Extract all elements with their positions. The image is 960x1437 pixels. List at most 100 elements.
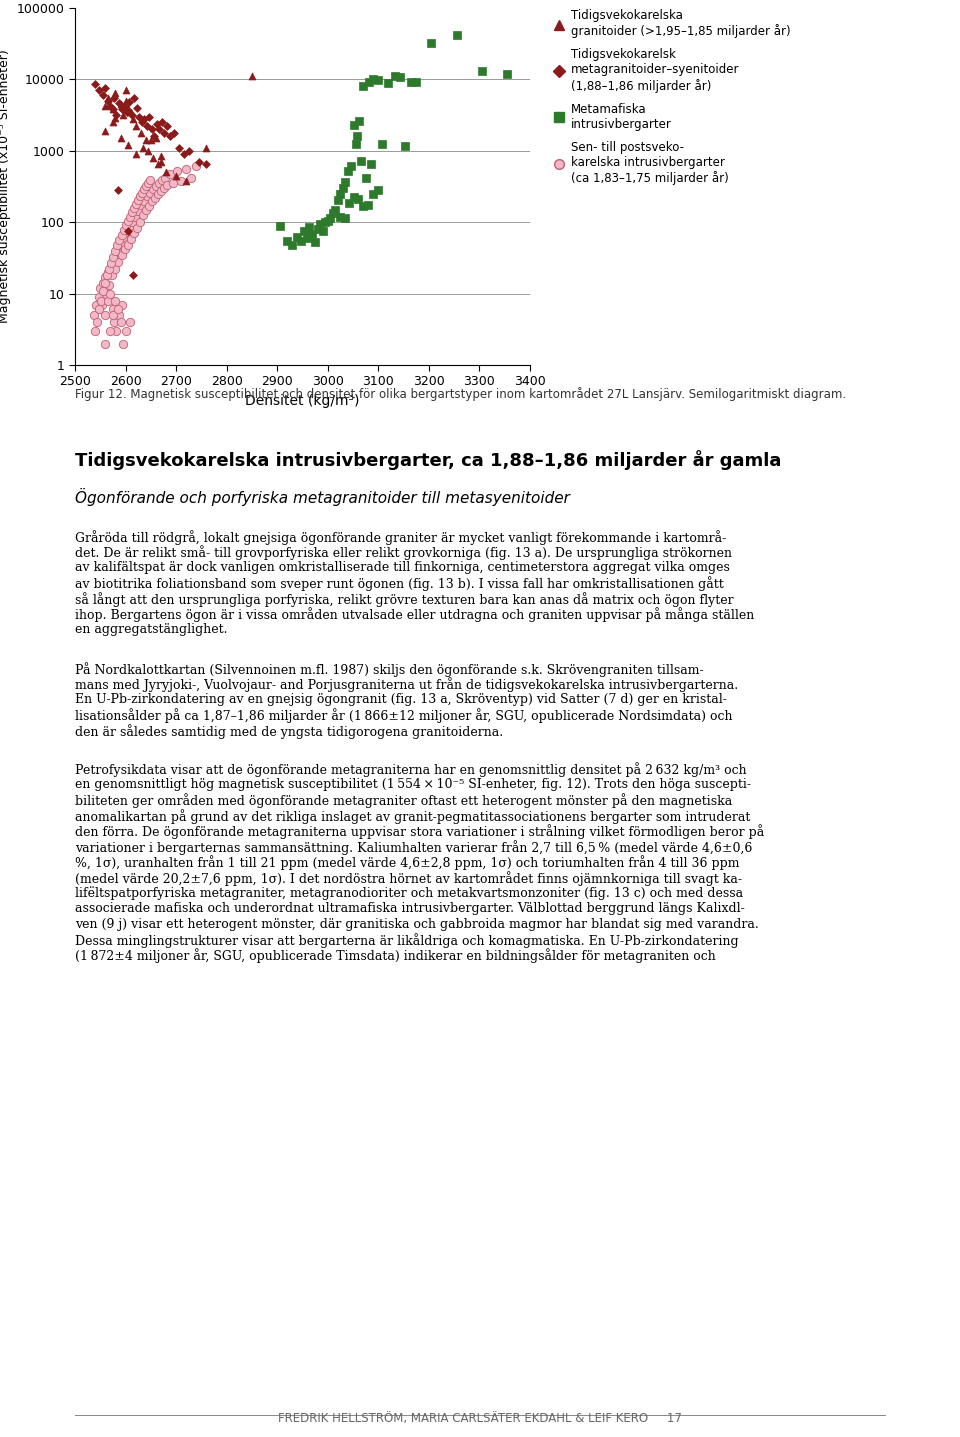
Point [318,211,333,234]
Point [118,221,133,244]
Point [126,264,141,287]
Point [381,72,396,95]
Point [423,32,439,55]
Point [294,230,309,253]
Point [100,89,115,112]
Text: den är således samtidig med de yngsta tidigorogena granitoiderna.: den är således samtidig med de yngsta ti… [75,724,503,739]
Point [151,152,166,175]
Point [108,103,124,126]
Point [351,109,367,132]
Point [98,119,113,142]
Point [96,272,111,295]
Point [158,161,174,184]
Point [125,103,140,126]
Point [355,75,371,98]
Point [126,108,141,131]
Point [130,188,145,211]
Point [409,70,424,93]
Point [135,137,151,160]
Text: Gråröda till rödgrå, lokalt gnejsiga ögonförande graniter är mycket vanligt före: Gråröda till rödgrå, lokalt gnejsiga ögo… [75,530,727,545]
Point [98,332,113,355]
Point [349,125,365,148]
Point [403,70,419,93]
Point [128,142,143,165]
Point [110,297,126,320]
Point [325,201,341,224]
Point [340,160,355,182]
Point [139,185,155,208]
Point [162,125,178,148]
Point [108,106,123,129]
Point [105,264,120,287]
Point [199,152,214,175]
Point [149,175,164,198]
Text: variationer i bergarternas sammansättning. Kaliumhalten varierar från 2,7 till 6: variationer i bergarternas sammansättnin… [75,841,753,855]
Point [396,135,412,158]
Point [139,115,155,138]
Point [108,257,123,280]
Point [327,198,343,221]
Point [111,92,127,115]
Point [99,282,114,305]
Point [103,95,118,118]
Point [285,233,300,256]
Point [148,126,163,149]
Point [138,129,154,152]
Point [272,214,287,237]
Point [146,178,161,201]
Point [129,96,144,119]
Y-axis label: Magnetisk susceptibilitet (x10⁻⁵ SI-enheter): Magnetisk susceptibilitet (x10⁻⁵ SI-enhe… [0,50,12,323]
Point [106,111,121,134]
Point [100,86,115,109]
Point [244,65,259,88]
Point [301,216,317,239]
Point [132,185,148,208]
Point [118,319,133,342]
Point [143,181,158,204]
Point [115,226,131,249]
Point [106,246,121,269]
Text: en genomsnittligt hög magnetisk susceptibilitet (1 554 × 10⁻⁵ SI-enheter, fig. 1: en genomsnittligt hög magnetisk suscepti… [75,777,751,790]
Point [142,105,157,128]
Point [315,220,330,243]
Point [107,249,122,272]
Point [152,118,167,141]
Text: ven (9 j) visar ett heterogent mönster, där granitiska och gabbroida magmor har : ven (9 j) visar ett heterogent mönster, … [75,917,758,931]
Point [136,108,152,131]
Point [133,121,149,144]
Point [155,111,170,134]
Point [109,233,125,256]
Point [132,211,148,234]
Point [91,286,107,309]
Point [155,168,170,191]
Point [119,101,134,124]
Point [183,167,199,190]
Point [98,76,113,99]
Text: av biotitrika foliationsband som sveper runt ögonen (fig. 13 b). I vissa fall ha: av biotitrika foliationsband som sveper … [75,576,724,592]
Point [113,126,129,149]
Point [131,200,146,223]
Point [126,197,141,220]
Point [110,178,126,201]
Point [296,220,311,243]
Point [335,177,350,200]
Point [86,303,102,326]
Text: En U-Pb-zirkondatering av en gnejsig ögongranit (fig. 13 a, Skröventyp) vid Satt: En U-Pb-zirkondatering av en gnejsig ögo… [75,693,727,706]
Point [152,171,167,194]
X-axis label: Densitet (kg/m³): Densitet (kg/m³) [245,394,360,408]
Point [310,217,325,240]
Point [371,178,386,201]
Point [106,303,121,326]
Text: mans med Jyryjoki-, Vuolvojaur- and Porjusgraniterna ut från de tidigsvekokarels: mans med Jyryjoki-, Vuolvojaur- and Porj… [75,677,738,693]
Point [154,144,169,167]
Point [355,194,371,217]
Point [95,83,110,106]
Text: På Nordkalottkartan (Silvennoinen m.fl. 1987) skiljs den ögonförande s.k. Skröve: På Nordkalottkartan (Silvennoinen m.fl. … [75,662,704,677]
Point [133,194,149,217]
Point [159,174,175,197]
Text: Dessa minglingstrukturer visar att bergarterna är likåldriga och komagmatiska. E: Dessa minglingstrukturer visar att berga… [75,933,738,948]
Point [102,257,117,280]
Text: Petrofysikdata visar att de ögonförande metagraniterna har en genomsnittlig dens: Petrofysikdata visar att de ögonförande … [75,763,747,777]
Point [129,217,144,240]
Point [106,297,121,320]
